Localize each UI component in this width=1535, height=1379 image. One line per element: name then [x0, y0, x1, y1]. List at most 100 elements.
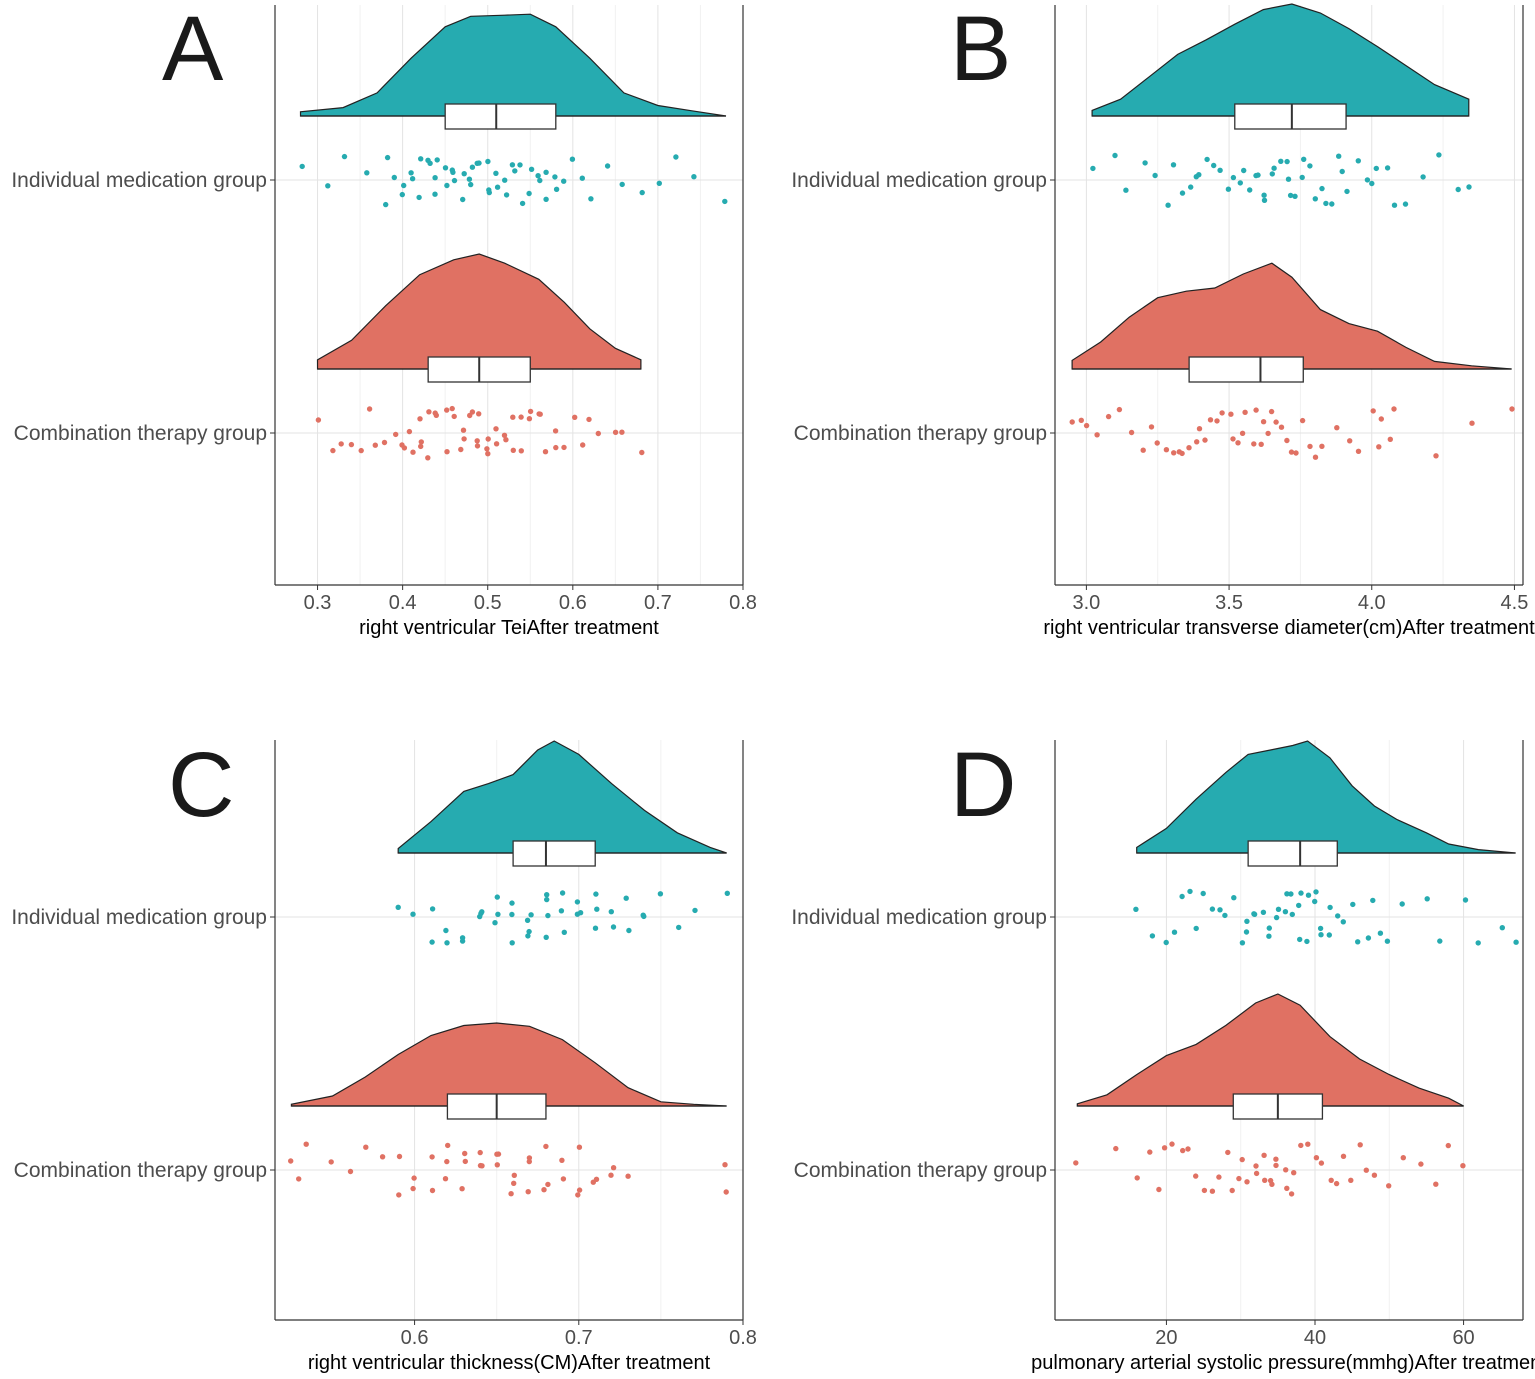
data-point — [1090, 165, 1096, 172]
data-point — [626, 927, 632, 934]
data-point — [1273, 419, 1279, 425]
data-point — [479, 1163, 485, 1169]
data-point — [1228, 411, 1234, 417]
data-point — [1271, 165, 1277, 171]
data-point — [1469, 420, 1475, 426]
data-point — [519, 200, 526, 207]
data-point — [576, 1144, 583, 1150]
data-point — [1253, 407, 1259, 413]
data-point — [1260, 909, 1267, 915]
category-label: Combination therapy group — [794, 1159, 1047, 1182]
data-point — [1387, 436, 1394, 442]
data-point — [1312, 898, 1318, 905]
data-point — [409, 176, 416, 182]
data-point — [1418, 1161, 1424, 1167]
data-point — [1326, 932, 1333, 938]
data-point — [366, 406, 373, 412]
data-point — [1377, 930, 1384, 936]
data-point — [494, 1162, 500, 1168]
category-label: Combination therapy group — [14, 1159, 267, 1182]
data-point — [1152, 172, 1158, 179]
data-point — [552, 428, 559, 434]
data-point — [396, 1192, 402, 1198]
data-point — [364, 170, 370, 176]
data-point — [1209, 1188, 1216, 1194]
data-point — [494, 894, 500, 900]
data-point — [537, 411, 543, 417]
data-point — [592, 925, 599, 931]
data-point — [593, 1176, 600, 1183]
data-point — [511, 1172, 517, 1179]
data-point — [1266, 925, 1273, 931]
data-point — [1214, 418, 1220, 424]
data-point — [1433, 1181, 1439, 1187]
data-point — [1196, 426, 1203, 432]
data-point — [1355, 158, 1362, 164]
data-point — [1243, 929, 1250, 935]
data-point — [296, 1176, 302, 1182]
data-point — [1475, 940, 1481, 946]
data-point — [527, 408, 534, 415]
x-axis-title: right ventricular transverse diameter(cm… — [1043, 617, 1535, 639]
data-point — [1347, 438, 1353, 444]
data-point — [502, 177, 508, 183]
data-point — [399, 191, 405, 198]
data-point — [418, 439, 424, 445]
data-point — [1188, 184, 1194, 190]
data-point — [1298, 890, 1304, 896]
category-label: Combination therapy group — [14, 422, 267, 445]
data-point — [1235, 440, 1241, 446]
data-point — [1328, 1177, 1334, 1184]
panel-B: 3.0 3.5 4.0 4.5 Individual medication group C… — [791, 0, 1535, 639]
data-point — [1269, 171, 1276, 177]
data-point — [1363, 1167, 1370, 1173]
data-point — [1288, 1191, 1295, 1197]
data-point — [537, 177, 543, 184]
data-point — [1355, 448, 1362, 454]
data-point — [432, 175, 438, 181]
data-point — [1307, 163, 1313, 169]
x-tick-label: 3.0 — [1072, 592, 1100, 614]
data-point — [1373, 165, 1380, 172]
data-point — [486, 189, 492, 196]
data-point — [1283, 1167, 1289, 1173]
data-point — [561, 178, 567, 184]
data-point — [1140, 447, 1146, 453]
data-point — [1113, 1145, 1119, 1152]
data-point — [1284, 891, 1290, 897]
data-point — [1179, 190, 1186, 196]
data-point — [1334, 425, 1340, 431]
panel-C: 0.6 0.7 0.8 Individual medication group Comb… — [11, 734, 757, 1374]
data-point — [1186, 445, 1192, 451]
x-tick-label: 0.6 — [401, 1327, 429, 1349]
density-cloud — [299, 13, 727, 117]
data-point — [509, 940, 515, 946]
data-point — [509, 911, 515, 918]
data-point — [1365, 935, 1372, 941]
category-label: Individual medication group — [11, 906, 267, 929]
data-point — [372, 442, 378, 448]
data-point — [1312, 454, 1319, 460]
data-point — [1288, 891, 1294, 897]
data-point — [328, 1159, 334, 1165]
data-point — [1284, 1185, 1290, 1192]
data-point — [1239, 1156, 1245, 1163]
series-combination — [1069, 262, 1515, 460]
data-point — [410, 1185, 416, 1192]
data-point — [393, 431, 399, 438]
data-point — [443, 927, 449, 934]
data-point — [575, 1192, 581, 1198]
data-point — [543, 1143, 549, 1150]
data-point — [545, 1181, 551, 1188]
data-point — [1163, 939, 1169, 946]
data-point — [1147, 1149, 1153, 1155]
data-point — [406, 428, 413, 435]
data-point — [1282, 909, 1289, 915]
data-point — [612, 429, 619, 435]
data-point — [593, 891, 599, 897]
x-tick-label: 3.5 — [1215, 592, 1243, 614]
data-point — [468, 181, 474, 188]
data-point — [1123, 187, 1129, 193]
data-point — [429, 1187, 436, 1194]
